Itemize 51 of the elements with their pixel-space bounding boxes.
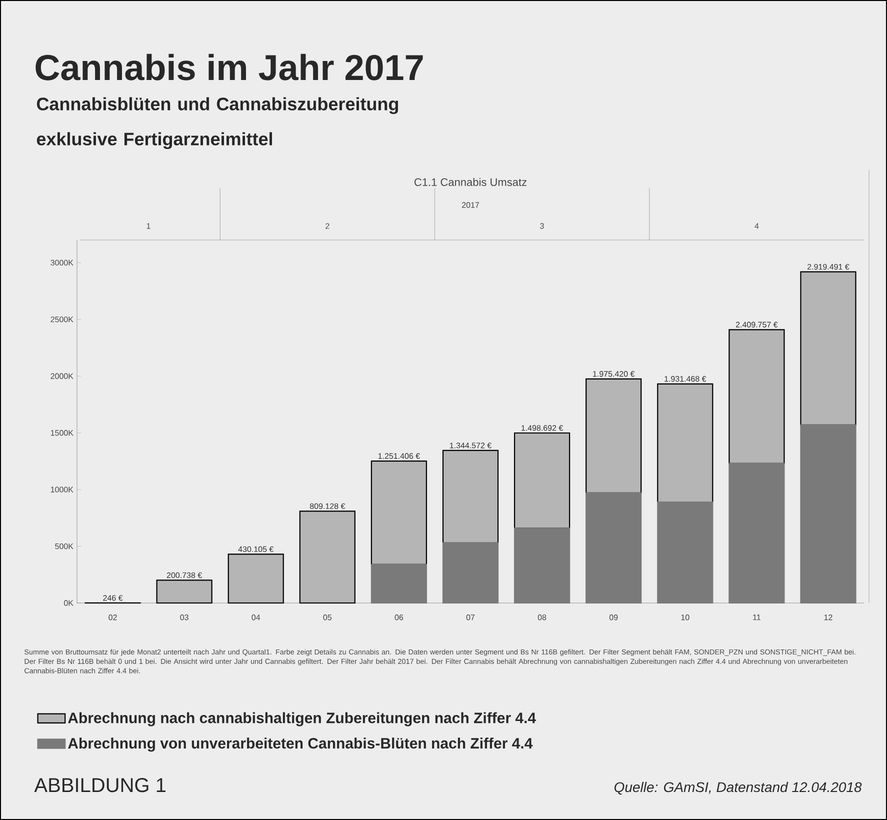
x-tick-label: 06 xyxy=(394,614,404,620)
y-tick-label: 0K xyxy=(64,600,74,606)
y-tick-label: 1000K xyxy=(50,486,74,492)
total-label: 430.105 € xyxy=(238,546,274,552)
total-label: 1.498.692 € xyxy=(522,425,564,431)
total-label: 2.409.757 € xyxy=(736,322,778,328)
text: 4 xyxy=(754,223,759,229)
y-tick-label: 2500K xyxy=(50,316,74,322)
x-tick-label: 11 xyxy=(753,614,760,620)
legend-label: Abrechnung nach cannabishaltigen Zubereitungen nach Ziffer 4.4 xyxy=(68,712,536,726)
bar xyxy=(156,580,212,604)
text: ABBILDUNG 1 xyxy=(34,778,166,792)
bar xyxy=(370,460,428,565)
bar xyxy=(442,450,499,544)
total-label: 1.975.420 € xyxy=(593,371,635,377)
x-tick-label: 10 xyxy=(681,614,690,620)
text: 1 xyxy=(146,223,150,229)
x-tick-label: 03 xyxy=(180,614,188,620)
chart-title: Cannabis im Jahr 2017 xyxy=(36,54,423,80)
total-label: 200.738 € xyxy=(166,572,202,578)
legend-label: Abrechnung von unverarbeiteten Cannabis-Blüten nach Ziffer 4.4 xyxy=(68,738,533,752)
y-tick-label: 2000K xyxy=(50,373,74,379)
total-label: 1.931.468 € xyxy=(664,376,706,382)
x-tick-label: 02 xyxy=(108,614,117,620)
x-tick-label: 04 xyxy=(252,614,260,620)
total-label: 1.251.406 € xyxy=(378,453,420,459)
y-tick-label: 500K xyxy=(55,543,74,550)
x-tick-label: 09 xyxy=(609,614,618,620)
x-tick-label: 12 xyxy=(824,614,832,620)
bar xyxy=(586,378,642,494)
y-tick-label: 1500K xyxy=(50,430,74,436)
total-label: 1.344.572 € xyxy=(450,442,492,448)
total-label: 246 € xyxy=(103,595,123,601)
source-note: Quelle: GAmSI, Datenstand 12.04.2018 xyxy=(614,782,862,795)
x-tick-label: 07 xyxy=(466,614,475,620)
y-tick-label: 3000K xyxy=(50,260,74,266)
bar xyxy=(657,383,714,503)
x-tick-label: 08 xyxy=(538,614,546,620)
bar xyxy=(228,554,284,604)
chart-subtitle: Cannabisblüten und Cannabiszubereitung exklusive Fertigarzneimittel xyxy=(36,97,398,150)
bar xyxy=(514,432,570,529)
x-tick-label: 05 xyxy=(323,614,332,620)
text: 2 xyxy=(326,223,330,229)
text: 2017 xyxy=(462,202,479,208)
total-label: 2.919.491 € xyxy=(808,264,850,270)
text: C1.1 Cannabis Umsatz xyxy=(414,178,526,186)
bar xyxy=(728,329,785,464)
bar xyxy=(299,510,356,604)
text: 3 xyxy=(540,223,544,229)
total-label: 809.128 € xyxy=(310,503,346,510)
bar xyxy=(800,271,856,426)
